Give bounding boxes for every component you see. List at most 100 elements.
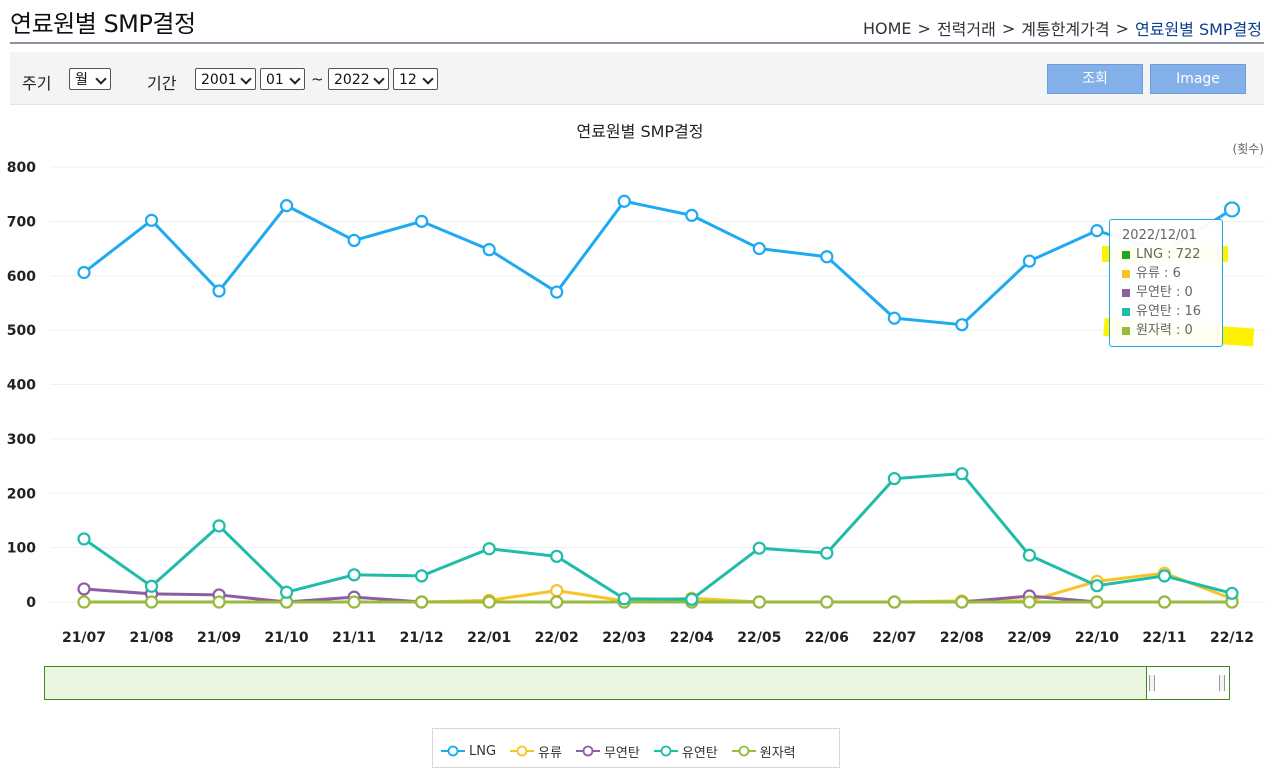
data-point bbox=[482, 595, 496, 609]
data-point bbox=[144, 213, 159, 227]
series-line bbox=[83, 199, 1233, 327]
breadcrumb: HOME > 전력거래 > 계통한계가격 > 연료원별 SMP결정 bbox=[863, 16, 1262, 40]
end-year-select[interactable]: 2022 bbox=[328, 68, 389, 90]
data-point bbox=[482, 243, 496, 257]
legend-marker-icon bbox=[510, 745, 535, 757]
data-point bbox=[1022, 595, 1037, 609]
legend-item[interactable]: 유연탄 bbox=[653, 735, 718, 767]
scroller-left-handle[interactable] bbox=[1149, 675, 1155, 691]
period-select[interactable]: 월 bbox=[69, 68, 111, 90]
x-tick-label: 21/07 bbox=[62, 630, 106, 646]
data-point bbox=[820, 546, 834, 560]
tooltip-row: 유연탄 : 16 bbox=[1122, 303, 1201, 321]
data-point bbox=[820, 250, 834, 264]
range-label: 기간 bbox=[147, 74, 177, 93]
data-point bbox=[752, 241, 766, 256]
scroller-selection[interactable] bbox=[45, 667, 1147, 699]
x-tick-label: 22/12 bbox=[1210, 630, 1254, 646]
data-point bbox=[1157, 569, 1172, 583]
series-line bbox=[83, 472, 1233, 601]
data-point bbox=[1022, 548, 1037, 562]
x-tick-label: 21/08 bbox=[129, 630, 173, 646]
line-chart: 0 100 200 300 400 500 600 700 800 21/07 21/08 21/09… bbox=[7, 160, 1265, 646]
x-tick-label: 22/02 bbox=[535, 630, 579, 646]
data-point bbox=[887, 595, 901, 609]
legend-marker-icon bbox=[653, 745, 678, 757]
y-tick-label: 200 bbox=[7, 486, 36, 502]
data-point bbox=[955, 318, 969, 332]
legend-label: 무연탄 bbox=[603, 745, 640, 761]
x-tick-label: 21/09 bbox=[197, 630, 241, 646]
image-button[interactable]: Image bbox=[1150, 64, 1246, 94]
start-year-select[interactable]: 2001 bbox=[195, 68, 256, 90]
tooltip-swatch bbox=[1122, 327, 1130, 335]
x-tick-label: 22/01 bbox=[467, 630, 511, 646]
y-tick-label: 700 bbox=[7, 214, 36, 230]
tooltip-row: LNG : 722 bbox=[1122, 246, 1201, 264]
data-point bbox=[887, 471, 901, 486]
y-unit-label: (횟수) bbox=[1232, 142, 1264, 156]
filter-bar: 주기 월 기간 2001 01 ~ 2022 12 조회 Image bbox=[10, 52, 1264, 105]
tooltip-row: 원자력 : 0 bbox=[1122, 322, 1193, 340]
breadcrumb-home[interactable]: HOME bbox=[863, 18, 912, 38]
y-tick-label: 400 bbox=[7, 378, 36, 394]
y-tick-label: 0 bbox=[26, 595, 36, 611]
legend-label: LNG bbox=[469, 743, 497, 759]
data-point bbox=[1090, 595, 1104, 609]
data-point bbox=[550, 549, 564, 563]
legend-marker-icon bbox=[441, 745, 465, 757]
tooltip-swatch bbox=[1122, 251, 1130, 259]
y-tick-label: 800 bbox=[7, 160, 36, 176]
tooltip-value: LNG : 722 bbox=[1136, 247, 1201, 262]
breadcrumb-current: 연료원별 SMP결정 bbox=[1134, 20, 1262, 39]
x-tick-label: 21/11 bbox=[332, 630, 376, 646]
tooltip-value: 원자력 : 0 bbox=[1136, 323, 1193, 338]
data-point bbox=[212, 595, 226, 609]
legend-item[interactable]: LNG bbox=[441, 735, 496, 767]
legend-label: 원자력 bbox=[759, 745, 796, 761]
breadcrumb-smp[interactable]: 계통한계가격 bbox=[1021, 20, 1110, 39]
chart-legend: LNG 유류 무연탄 유연탄 원자력 bbox=[432, 728, 840, 768]
breadcrumb-trading[interactable]: 전력거래 bbox=[936, 20, 996, 39]
tooltip-swatch bbox=[1122, 308, 1130, 316]
scroller-right-handle[interactable] bbox=[1219, 675, 1225, 691]
data-point bbox=[1090, 579, 1104, 593]
tooltip-swatch bbox=[1122, 289, 1130, 297]
x-tick-label: 22/05 bbox=[737, 630, 781, 646]
data-point bbox=[144, 579, 159, 593]
x-tick-label: 22/08 bbox=[940, 630, 984, 646]
legend-item[interactable]: 무연탄 bbox=[575, 735, 640, 767]
x-tick-label: 22/04 bbox=[670, 630, 714, 646]
tooltip-value: 무연탄 : 0 bbox=[1136, 285, 1193, 300]
x-tick-label: 22/09 bbox=[1007, 630, 1051, 646]
data-point bbox=[1090, 224, 1104, 238]
data-point bbox=[77, 582, 91, 596]
end-month-select[interactable]: 12 bbox=[393, 68, 438, 90]
data-point bbox=[820, 595, 834, 609]
y-tick-label: 100 bbox=[7, 541, 36, 557]
data-point bbox=[415, 569, 429, 583]
data-point bbox=[685, 592, 699, 606]
data-point bbox=[1022, 254, 1037, 268]
period-label: 주기 bbox=[22, 74, 52, 93]
data-point bbox=[617, 592, 631, 606]
search-button[interactable]: 조회 bbox=[1047, 64, 1143, 94]
title-divider bbox=[10, 42, 1264, 44]
data-point bbox=[77, 265, 91, 280]
legend-item[interactable]: 유류 bbox=[510, 735, 562, 767]
data-point bbox=[617, 194, 631, 208]
data-point bbox=[347, 233, 361, 248]
range-scroller[interactable] bbox=[44, 666, 1230, 700]
legend-marker-icon bbox=[731, 745, 756, 757]
x-tick-label: 22/07 bbox=[872, 630, 916, 646]
legend-item[interactable]: 원자력 bbox=[731, 735, 796, 767]
legend-label: 유연탄 bbox=[681, 745, 718, 761]
data-point bbox=[550, 583, 564, 598]
data-point bbox=[550, 285, 564, 299]
range-separator: ~ bbox=[311, 70, 324, 88]
data-point bbox=[550, 595, 564, 609]
data-point bbox=[1157, 595, 1172, 609]
chart-title: 연료원별 SMP결정 bbox=[576, 122, 704, 141]
x-tick-label: 22/10 bbox=[1075, 630, 1119, 646]
start-month-select[interactable]: 01 bbox=[260, 68, 305, 90]
